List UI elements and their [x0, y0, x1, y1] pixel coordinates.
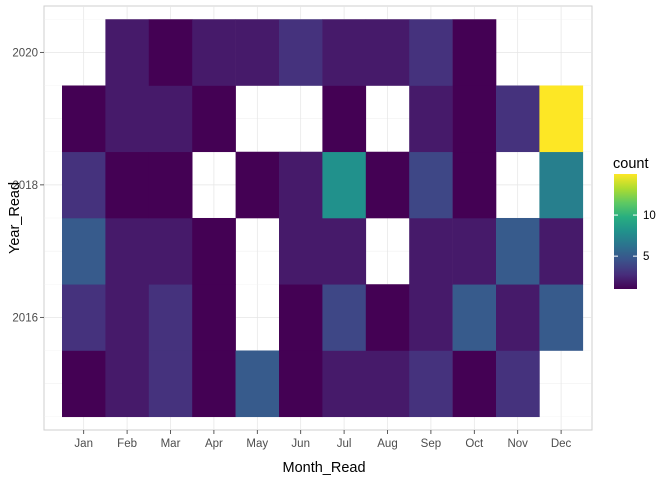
x-tick-label: Nov [507, 438, 528, 450]
heatmap-cell [322, 19, 367, 86]
heatmap-cell [365, 284, 410, 351]
x-tick-label: Jun [291, 438, 310, 450]
heatmap-cell [539, 284, 584, 351]
x-tick-label: Sep [421, 438, 441, 450]
x-tick-label: May [246, 438, 268, 450]
heatmap-cell [409, 85, 453, 153]
x-tick-label: Dec [551, 438, 572, 450]
heatmap-cell [62, 151, 106, 219]
legend-colorbar [614, 174, 637, 289]
x-tick-label: Jan [74, 438, 93, 450]
x-tick-label: Apr [205, 438, 223, 450]
heatmap-cell [148, 151, 193, 219]
heatmap-cell [452, 85, 497, 153]
heatmap-cell [409, 151, 453, 219]
heatmap-cell [452, 151, 497, 219]
heatmap-cell [409, 350, 453, 418]
heatmap-cell [105, 350, 150, 418]
heatmap-cell [192, 284, 236, 351]
heatmap-cell [279, 218, 323, 285]
heatmap-cell [279, 19, 323, 86]
y-tick-label: 2020 [12, 47, 38, 59]
legend-title: count [613, 156, 648, 172]
heatmap-cells [62, 19, 584, 418]
legend-ticks: 5 10 [614, 210, 656, 263]
legend-tick-label: 5 [643, 251, 649, 263]
heatmap-cell [148, 19, 193, 86]
heatmap-cell [105, 151, 150, 219]
heatmap-cell [539, 151, 584, 219]
heatmap-cell [322, 85, 367, 153]
heatmap-cell [365, 350, 410, 418]
x-tick-label: Jul [337, 438, 352, 450]
heatmap-cell [105, 19, 150, 86]
heatmap-cell [192, 85, 236, 153]
heatmap-cell [62, 284, 106, 351]
heatmap-cell [62, 218, 106, 285]
heatmap-cell [279, 151, 323, 219]
heatmap-cell [365, 19, 410, 86]
heatmap-cell [322, 151, 367, 219]
heatmap-cell [539, 85, 584, 153]
x-tick-label: Mar [161, 438, 181, 450]
y-tick-label: 2018 [12, 180, 38, 192]
heatmap-cell [148, 85, 193, 153]
heatmap-cell [452, 19, 497, 86]
heatmap-cell [148, 218, 193, 285]
heatmap-cell [62, 85, 106, 153]
x-axis-ticks: Jan Feb Mar Apr May Jun Jul Aug Sep Oct Nov Dec [74, 430, 572, 450]
heatmap-cell [279, 284, 323, 351]
heatmap-cell [496, 284, 540, 351]
heatmap-cell [192, 19, 236, 86]
heatmap-cell [235, 350, 280, 418]
heatmap-cell [496, 218, 540, 285]
heatmap-cell [235, 151, 280, 219]
heatmap-cell [148, 350, 193, 418]
y-tick-label: 2016 [12, 312, 38, 324]
heatmap-cell [105, 284, 150, 351]
x-axis-title: Month_Read [282, 460, 365, 476]
heatmap-cell [322, 218, 367, 285]
heatmap-cell [322, 284, 367, 351]
heatmap-cell [322, 350, 367, 418]
x-tick-label: Feb [117, 438, 137, 450]
heatmap-cell [105, 218, 150, 285]
heatmap-cell [235, 19, 280, 86]
heatmap-cell [496, 350, 540, 418]
heatmap-cell [409, 19, 453, 86]
heatmap-cell [452, 218, 497, 285]
y-axis-title: Year_Read [7, 182, 23, 254]
legend: count 5 10 [613, 156, 656, 289]
heatmap-cell [192, 350, 236, 418]
y-axis-ticks: 2016 2018 2020 [12, 47, 44, 324]
heatmap-cell [365, 151, 410, 219]
heatmap-cell [409, 284, 453, 351]
x-tick-label: Aug [377, 438, 397, 450]
heatmap-cell [192, 218, 236, 285]
heatmap-cell [105, 85, 150, 153]
x-tick-label: Oct [465, 438, 484, 450]
heatmap-cell [409, 218, 453, 285]
heatmap-cell [539, 218, 584, 285]
heatmap-cell [148, 284, 193, 351]
heatmap-cell [452, 350, 497, 418]
heatmap-cell [62, 350, 106, 418]
heatmap-cell [452, 284, 497, 351]
heatmap-cell [279, 350, 323, 418]
heatmap-cell [496, 85, 540, 153]
legend-tick-label: 10 [643, 210, 656, 222]
